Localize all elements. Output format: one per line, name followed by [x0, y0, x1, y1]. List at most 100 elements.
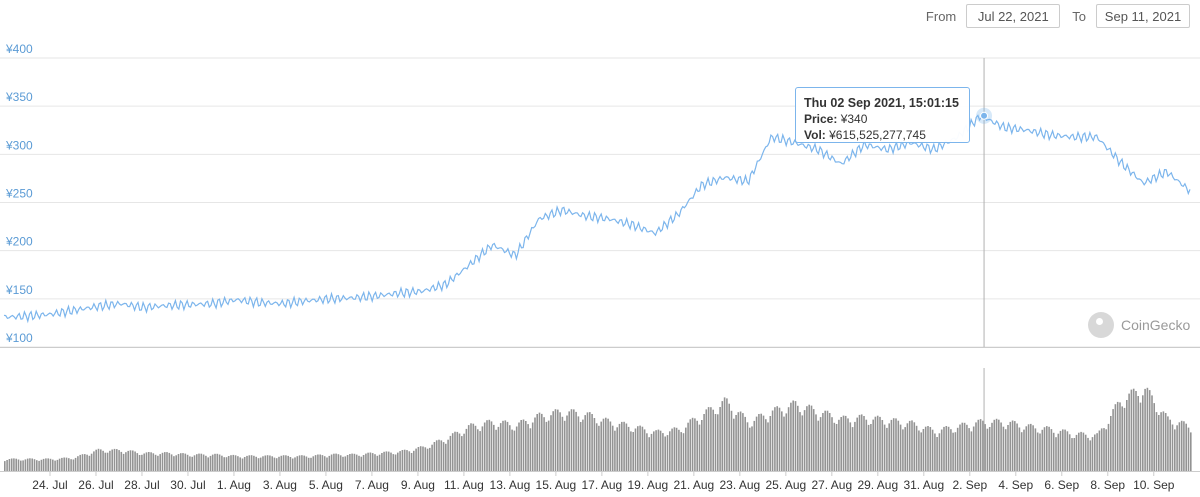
volume-bar — [164, 452, 166, 471]
volume-bar — [1135, 391, 1137, 471]
x-tick-label: 25. Aug — [765, 478, 806, 492]
volume-bar — [193, 455, 196, 471]
volume-bar — [749, 427, 751, 471]
volume-bar — [1167, 416, 1169, 471]
volume-bar — [673, 427, 676, 471]
volume-bar — [513, 430, 516, 471]
volume-bar — [138, 455, 141, 471]
volume-bar — [895, 418, 897, 471]
volume-bar — [998, 419, 1000, 471]
volume-bar — [314, 455, 317, 471]
volume-bar — [831, 417, 833, 471]
volume-bar — [31, 458, 33, 471]
volume-bar — [621, 421, 623, 471]
volume-bar — [954, 432, 957, 471]
volume-bar — [1107, 423, 1110, 471]
volume-bar — [662, 433, 664, 471]
volume-bar — [577, 416, 580, 471]
volume-bar — [559, 412, 561, 471]
x-tick-label: 30. Jul — [170, 478, 205, 492]
volume-bar — [257, 458, 260, 471]
volume-bar — [856, 417, 858, 471]
volume-bar — [991, 422, 993, 471]
volume-bar — [865, 419, 868, 471]
volume-bar — [24, 459, 27, 471]
volume-bar — [915, 425, 918, 471]
volume-bar — [566, 415, 568, 471]
volume-bar — [538, 412, 541, 471]
volume-bar — [191, 456, 193, 471]
volume-bar — [177, 454, 180, 471]
volume-bar — [815, 414, 817, 471]
gecko-logo-icon — [1088, 312, 1114, 338]
volume-bar — [36, 460, 38, 471]
volume-bar — [166, 452, 168, 471]
to-date-input[interactable]: Sep 11, 2021 — [1096, 4, 1190, 28]
volume-bar — [1176, 425, 1178, 471]
volume-bar — [429, 447, 431, 471]
volume-bar — [936, 437, 938, 471]
volume-bar — [246, 455, 248, 471]
volume-bar — [102, 450, 104, 471]
volume-bar — [902, 429, 904, 471]
x-tick-label: 15. Aug — [536, 478, 577, 492]
volume-bar — [870, 424, 872, 471]
volume-bar — [600, 421, 602, 471]
volume-bar — [938, 433, 941, 471]
volume-bar — [518, 422, 520, 471]
volume-bar — [1114, 404, 1117, 471]
tooltip-price-label: Price: — [804, 112, 838, 126]
volume-bar — [1119, 402, 1121, 471]
volume-bar — [445, 443, 447, 471]
volume-bar — [664, 436, 666, 471]
volume-bar — [419, 446, 422, 471]
volume-bar — [666, 435, 669, 471]
volume-bar — [150, 452, 152, 471]
from-date-input[interactable]: Jul 22, 2021 — [966, 4, 1061, 28]
volume-bar — [344, 456, 347, 471]
volume-bar — [493, 424, 495, 471]
volume-bar — [529, 428, 532, 471]
volume-bar — [79, 454, 81, 471]
from-label: From — [925, 8, 957, 24]
volume-bar — [454, 431, 456, 471]
volume-bar — [321, 455, 324, 471]
volume-bar — [728, 403, 730, 471]
volume-bar — [282, 455, 285, 471]
volume-bar — [648, 437, 650, 471]
volume-bar — [984, 424, 986, 471]
volume-bar — [630, 431, 632, 471]
volume-bar — [705, 409, 708, 471]
volume-bar — [803, 410, 806, 471]
volume-bar — [735, 415, 737, 471]
volume-bar — [310, 457, 312, 471]
volume-bar — [415, 448, 417, 471]
volume-bar — [929, 427, 932, 471]
volume-bar — [1105, 429, 1107, 471]
volume-bar — [840, 417, 842, 471]
volume-bar — [760, 413, 762, 471]
volume-bar — [4, 461, 6, 471]
volume-bar — [278, 456, 280, 471]
volume-bar — [1034, 428, 1037, 471]
volume-bar — [77, 456, 79, 471]
volume-bar — [458, 433, 461, 471]
volume-bar — [986, 428, 989, 471]
volume-bar — [262, 456, 264, 471]
volume-bar — [609, 421, 612, 471]
volume-bar — [639, 425, 641, 471]
volume-bar — [543, 417, 545, 471]
volume-bar — [703, 414, 705, 471]
volume-bar — [838, 419, 840, 471]
volume-bar — [1128, 393, 1130, 471]
volume-bar — [141, 454, 143, 471]
volume-bar — [655, 430, 657, 471]
volume-bar — [611, 425, 614, 471]
volume-bar — [1032, 425, 1034, 471]
volume-bar — [467, 425, 470, 471]
volume-bar — [90, 453, 93, 471]
volume-bar — [979, 419, 982, 471]
volume-bar — [280, 455, 283, 471]
volume-bar — [346, 455, 349, 471]
